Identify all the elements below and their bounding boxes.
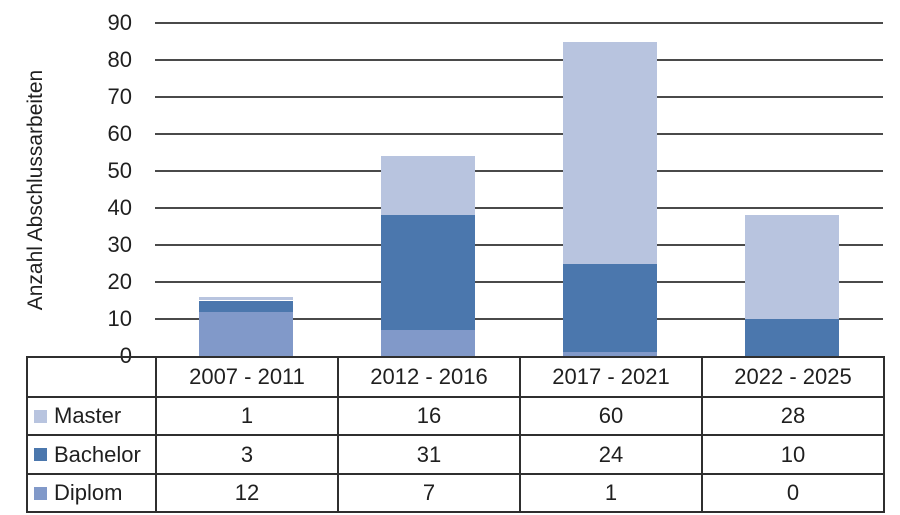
legend-cell-bachelor: Bachelor <box>26 434 157 475</box>
gridline <box>155 318 883 320</box>
gridline <box>155 22 883 24</box>
gridline <box>155 59 883 61</box>
gridline <box>155 170 883 172</box>
table-row-master: Master 1 16 60 28 <box>26 396 885 436</box>
value-cell: 7 <box>337 473 521 513</box>
table-row-diplom: Diplom 12 7 1 0 <box>26 473 885 513</box>
value-cell: 24 <box>519 434 703 475</box>
category-header: 2007 - 2011 <box>155 356 339 398</box>
legend-cell-master: Master <box>26 396 157 436</box>
value-cell: 31 <box>337 434 521 475</box>
y-tick-label: 40 <box>107 195 132 220</box>
bar-segment-master <box>381 156 475 216</box>
gridline <box>155 96 883 98</box>
value-cell: 16 <box>337 396 521 436</box>
legend-label: Bachelor <box>54 441 141 467</box>
table-corner-blank <box>26 356 157 398</box>
legend-swatch-master <box>34 409 47 423</box>
value-cell: 12 <box>155 473 339 513</box>
value-cell: 3 <box>155 434 339 475</box>
gridline <box>155 281 883 283</box>
y-tick-label: 90 <box>107 10 132 35</box>
bar-segment-master <box>563 41 657 264</box>
legend-swatch-diplom <box>34 486 47 500</box>
y-tick-label: 60 <box>107 121 132 146</box>
bar-segment-bachelor <box>745 319 839 356</box>
table-row-bachelor: Bachelor 3 31 24 10 <box>26 434 885 475</box>
legend-label: Master <box>54 403 122 428</box>
y-tick-label: 80 <box>107 47 132 72</box>
y-tick-label: 20 <box>107 269 132 294</box>
category-header: 2017 - 2021 <box>519 356 703 398</box>
bar-segment-master <box>199 296 293 301</box>
data-table: 2007 - 2011 2012 - 2016 2017 - 2021 2022 - … <box>26 356 885 513</box>
value-cell: 28 <box>701 396 885 436</box>
y-tick-label: 10 <box>107 306 132 331</box>
gridline <box>155 244 883 246</box>
category-header: 2022 - 2025 <box>701 356 885 398</box>
bar-segment-diplom <box>381 330 475 356</box>
legend-label: Diplom <box>54 480 123 505</box>
bar-segment-bachelor <box>381 215 475 331</box>
value-cell: 10 <box>701 434 885 475</box>
bar-segment-bachelor <box>199 300 293 312</box>
category-header: 2012 - 2016 <box>337 356 521 398</box>
legend-cell-diplom: Diplom <box>26 473 157 513</box>
value-cell: 1 <box>519 473 703 513</box>
legend-swatch-bachelor <box>34 448 47 461</box>
gridline <box>155 207 883 209</box>
bar-segment-diplom <box>199 311 293 356</box>
gridline <box>155 133 883 135</box>
y-tick-label: 70 <box>107 84 132 109</box>
bar-segment-bachelor <box>563 263 657 353</box>
y-axis-title: Anzahl Abschlussarbeiten <box>24 69 47 311</box>
bar-segment-diplom <box>563 352 657 356</box>
value-cell: 60 <box>519 396 703 436</box>
y-tick-label: 50 <box>107 158 132 183</box>
value-cell: 1 <box>155 396 339 436</box>
value-cell: 0 <box>701 473 885 513</box>
data-table-body: 2007 - 2011 2012 - 2016 2017 - 2021 2022 - … <box>26 356 885 513</box>
bar-segment-master <box>745 215 839 319</box>
y-tick-label: 30 <box>107 232 132 257</box>
